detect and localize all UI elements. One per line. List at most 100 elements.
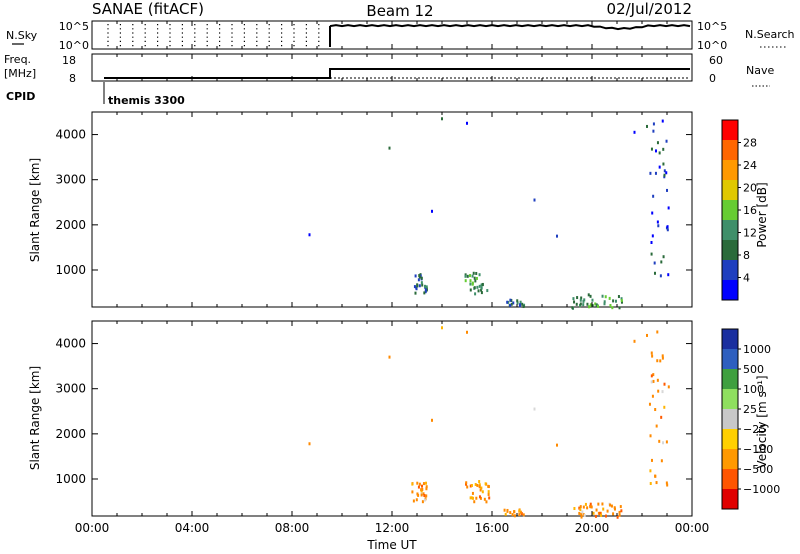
data-point	[522, 513, 525, 517]
nsky-label: N.Sky	[6, 29, 38, 42]
power-colorbar-label: Power [dB]	[755, 182, 769, 247]
data-point	[649, 469, 652, 473]
data-point	[604, 514, 607, 518]
data-point	[604, 295, 607, 299]
colorbar-segment	[722, 240, 738, 261]
data-point	[519, 300, 522, 304]
data-point	[519, 303, 522, 307]
colorbar-tick-label: 12	[743, 227, 757, 240]
data-point	[470, 496, 473, 500]
data-point	[476, 285, 479, 289]
data-point	[663, 382, 666, 386]
data-point	[475, 276, 478, 280]
colorbar-tick-label: 8	[743, 249, 750, 262]
cpid-label: CPID	[6, 90, 35, 103]
data-point	[656, 141, 659, 145]
data-point	[666, 225, 669, 229]
data-point	[425, 285, 428, 289]
data-point	[646, 124, 648, 128]
data-point	[421, 283, 424, 287]
data-point	[591, 298, 594, 302]
nave-tick-top: 60	[709, 54, 723, 67]
data-point	[478, 273, 481, 277]
data-point	[510, 302, 513, 306]
data-point	[659, 274, 662, 278]
data-point	[594, 302, 597, 306]
freq-tick-top: 18	[62, 54, 76, 67]
data-point	[586, 506, 589, 510]
data-point	[633, 339, 636, 343]
colorbar-tick-label: 100	[743, 383, 764, 396]
colorbar-tick-label: 28	[743, 137, 757, 150]
data-point	[580, 515, 583, 519]
data-point	[475, 496, 478, 500]
data-point	[578, 511, 581, 515]
colorbar-segment	[722, 200, 738, 221]
data-point	[658, 165, 661, 169]
data-point	[665, 481, 668, 485]
data-point	[589, 502, 592, 506]
data-point	[414, 291, 417, 295]
data-point	[425, 494, 428, 498]
data-point	[481, 490, 484, 494]
data-point	[610, 504, 613, 508]
data-point	[425, 487, 428, 491]
data-point	[581, 510, 584, 514]
colorbar-tick-label: 24	[743, 159, 757, 172]
data-point	[469, 282, 472, 286]
data-point	[656, 359, 659, 363]
colorbar-segment	[722, 469, 738, 490]
data-point	[519, 510, 522, 514]
data-point	[483, 497, 486, 501]
x-tick-label: 00:00	[675, 521, 710, 535]
data-point	[469, 496, 472, 500]
data-point	[582, 513, 585, 517]
nsky-tick-top: 10^5	[59, 20, 89, 33]
data-point	[478, 483, 481, 487]
data-point	[656, 330, 659, 334]
y-tick-label: 2000	[55, 427, 86, 441]
data-point	[582, 505, 585, 509]
data-point	[418, 482, 421, 486]
data-point	[533, 407, 536, 411]
data-point	[661, 356, 664, 360]
data-point	[665, 440, 668, 444]
data-point	[421, 484, 424, 488]
data-point	[521, 302, 524, 306]
power-panel: 1000 2000 3000 4000 Slant Range [km] 4 8 12 16…	[28, 111, 769, 310]
data-point	[595, 508, 598, 512]
data-point	[420, 276, 423, 280]
data-point	[588, 305, 591, 309]
data-point	[471, 282, 474, 286]
freq-unit: [MHz]	[4, 67, 36, 80]
colorbar-tick-label: −1000	[743, 483, 780, 496]
nsearch-tick-bottom: 10^0	[697, 39, 727, 52]
data-point	[667, 385, 670, 389]
data-point	[663, 175, 666, 179]
data-point	[656, 378, 659, 382]
data-point	[423, 291, 426, 295]
data-point	[473, 276, 476, 280]
y-tick-label: 3000	[55, 382, 86, 396]
y-tick-label: 2000	[55, 218, 86, 232]
data-point	[465, 481, 468, 485]
data-point	[649, 434, 652, 438]
data-point	[582, 299, 585, 303]
data-point	[571, 306, 574, 310]
data-point	[662, 147, 665, 151]
data-point	[658, 151, 661, 155]
data-point	[650, 374, 653, 378]
data-point	[590, 304, 593, 308]
data-point	[412, 499, 415, 503]
data-point	[424, 288, 427, 292]
data-point	[506, 509, 509, 513]
data-point	[633, 130, 636, 134]
data-point	[652, 373, 655, 377]
data-point	[650, 241, 653, 245]
data-point	[579, 505, 582, 509]
colorbar-segment	[722, 329, 738, 350]
data-point	[579, 302, 582, 306]
colorbar-tick-label: 4	[743, 272, 750, 285]
radar-title: SANAE (fitACF)	[92, 0, 204, 18]
data-point	[660, 459, 663, 463]
